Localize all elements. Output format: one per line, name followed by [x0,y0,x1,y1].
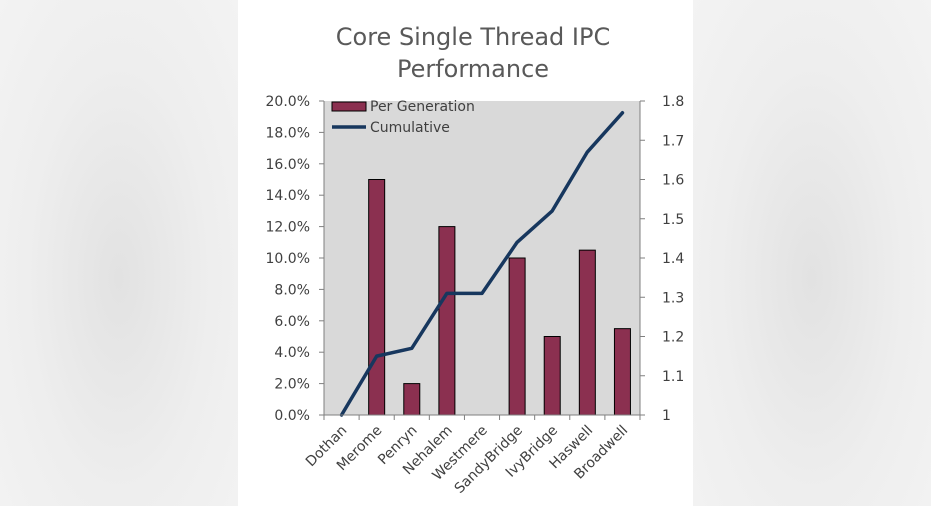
bar-broadwell [613,328,631,416]
right-tick-label: 1.2 [662,330,684,346]
bar-ivybridge [543,336,561,416]
right-tick-label: 1.6 [662,173,684,189]
left-tick-label: 2.0% [274,377,310,393]
right-tick-label: 1.8 [662,94,684,110]
blurred-background-left [0,0,238,506]
legend-label-cumulative: Cumulative [370,120,450,136]
ipc-chart: Core Single Thread IPC Performance 0.0% 2… [266,23,685,497]
left-tick-label: 8.0% [274,282,310,298]
bar-sandybridge [508,257,526,416]
bar-merome [368,179,386,416]
legend: Per Generation Cumulative [331,99,475,136]
bar-penryn [403,383,421,416]
left-tick-label: 18.0% [266,125,310,141]
right-tick-label: 1 [662,408,671,424]
legend-label-per-generation: Per Generation [370,99,475,115]
left-tick-label: 4.0% [274,345,310,361]
blurred-background-right [693,0,931,506]
bar-haswell [578,249,596,416]
left-tick-label: 12.0% [266,220,310,236]
right-tick-label: 1.4 [662,251,684,267]
right-tick-label: 1.1 [662,369,684,385]
right-tick-label: 1.5 [662,212,684,228]
bar-nehalem [438,226,456,416]
left-tick-label: 20.0% [266,94,310,110]
left-tick-label: 0.0% [274,408,310,424]
chart-title-line-1: Core Single Thread IPC [336,23,610,51]
left-tick-label: 16.0% [266,157,310,173]
chart-card: Core Single Thread IPC Performance 0.0% 2… [238,0,693,506]
left-tick-label: 14.0% [266,188,310,204]
cumulative-line [339,111,625,417]
left-tick-label: 6.0% [274,314,310,330]
left-tick-label: 10.0% [266,251,310,267]
right-tick-label: 1.3 [662,290,684,306]
legend-swatch-per-generation [331,101,367,112]
right-tick-label: 1.7 [662,133,684,149]
chart-title-line-2: Performance [397,55,549,83]
